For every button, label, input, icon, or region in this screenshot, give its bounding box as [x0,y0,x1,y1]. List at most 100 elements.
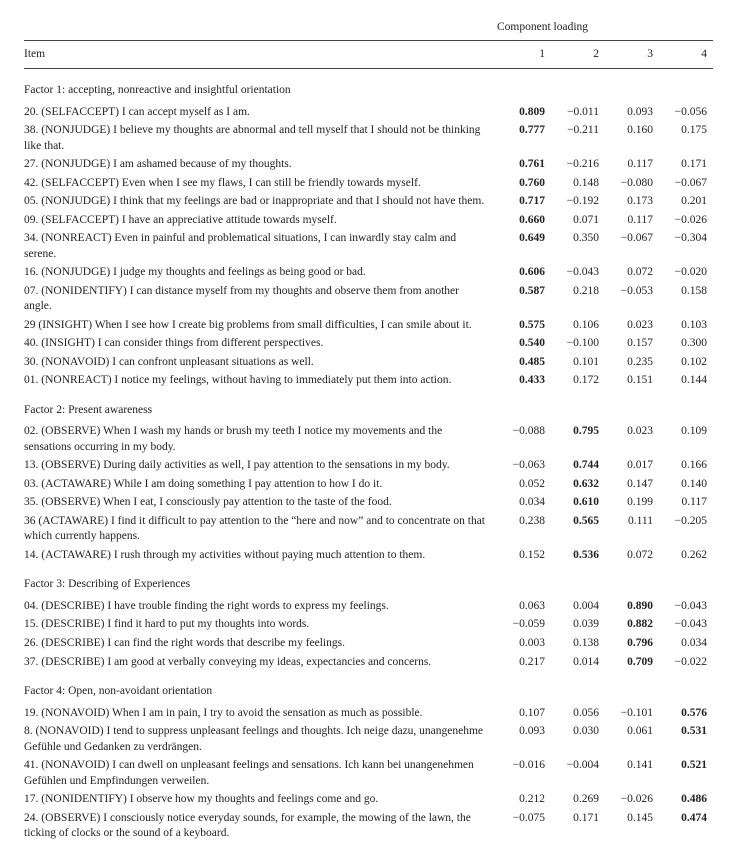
value-cell: 0.269 [551,792,605,808]
value-cell: 0.531 [659,724,713,740]
value-cell: 0.350 [551,231,605,247]
factor-title: Factor 1: accepting, nonreactive and ins… [24,83,713,99]
value-cell: 0.117 [605,157,659,173]
value-cell: 0.140 [659,477,713,493]
value-cell: 0.175 [659,123,713,139]
value-cell: −0.011 [551,105,605,121]
value-group: 0.5870.218−0.0530.158 [497,284,713,300]
value-cell: 0.171 [659,157,713,173]
value-cell: −0.043 [659,599,713,615]
factor-title: Factor 2: Present awareness [24,403,713,419]
table-row: 24. (OBSERVE) I consciously notice every… [24,811,713,842]
value-cell: 0.201 [659,194,713,210]
factor-title: Factor 3: Describing of Experiences [24,577,713,593]
table-row: 38. (NONJUDGE) I believe my thoughts are… [24,123,713,154]
value-cell: −0.059 [497,617,551,633]
table-row: 34. (NONREACT) Even in painful and probl… [24,231,713,262]
col-1-header: 1 [497,47,551,63]
value-group: 0.0930.0300.0610.531 [497,724,713,740]
value-cell: 0.117 [659,495,713,511]
table-row: 14. (ACTAWARE) I rush through my activit… [24,548,713,564]
value-group: −0.0590.0390.882−0.043 [497,617,713,633]
value-cell: −0.026 [659,213,713,229]
value-cell: 0.235 [605,355,659,371]
value-cell: 0.433 [497,373,551,389]
table-body: Factor 1: accepting, nonreactive and ins… [24,83,713,842]
value-cell: 0.199 [605,495,659,511]
component-loading-label: Component loading [497,20,713,36]
value-cell: 0.111 [605,514,659,530]
value-group: 0.0340.6100.1990.117 [497,495,713,511]
value-cell: 0.575 [497,318,551,334]
value-cell: 0.157 [605,336,659,352]
table-header-row: Item 1 2 3 4 [24,47,713,63]
value-cell: 0.890 [605,599,659,615]
value-cell: 0.151 [605,373,659,389]
table-row: 05. (NONJUDGE) I think that my feelings … [24,194,713,210]
value-cell: 0.610 [551,495,605,511]
value-cell: 0.145 [605,811,659,827]
value-cell: 0.212 [497,792,551,808]
item-text: 42. (SELFACCEPT) Even when I see my flaw… [24,176,497,192]
value-cell: 0.063 [497,599,551,615]
value-cell: 0.795 [551,424,605,440]
value-cell: −0.205 [659,514,713,530]
value-cell: 0.061 [605,724,659,740]
item-text: 14. (ACTAWARE) I rush through my activit… [24,548,497,564]
value-group: 0.6600.0710.117−0.026 [497,213,713,229]
table-row: 04. (DESCRIBE) I have trouble finding th… [24,599,713,615]
value-group: −0.0630.7440.0170.166 [497,458,713,474]
value-group: 0.809−0.0110.093−0.056 [497,105,713,121]
value-cell: 0.171 [551,811,605,827]
value-cell: −0.075 [497,811,551,827]
value-cell: −0.004 [551,758,605,774]
table-row: 40. (INSIGHT) I can consider things from… [24,336,713,352]
value-cell: 0.039 [551,617,605,633]
value-cell: 0.300 [659,336,713,352]
item-text: 09. (SELFACCEPT) I have an appreciative … [24,213,497,229]
value-group: 0.606−0.0430.072−0.020 [497,265,713,281]
value-cell: 0.017 [605,458,659,474]
value-cell: 0.107 [497,706,551,722]
value-group: 0.2120.269−0.0260.486 [497,792,713,808]
value-cell: 0.160 [605,123,659,139]
value-cell: 0.152 [497,548,551,564]
value-cell: −0.211 [551,123,605,139]
value-group: 0.761−0.2160.1170.171 [497,157,713,173]
value-cell: 0.023 [605,318,659,334]
item-text: 30. (NONAVOID) I can confront unpleasant… [24,355,497,371]
table-row: 36 (ACTAWARE) I find it difficult to pay… [24,514,713,545]
table-row: 03. (ACTAWARE) While I am doing somethin… [24,477,713,493]
item-text: 07. (NONIDENTIFY) I can distance myself … [24,284,497,315]
table-row: 8. (NONAVOID) I tend to suppress unpleas… [24,724,713,755]
table-row: 13. (OBSERVE) During daily activities as… [24,458,713,474]
value-cell: 0.023 [605,424,659,440]
value-cell: −0.192 [551,194,605,210]
value-cell: 0.744 [551,458,605,474]
value-cell: −0.043 [551,265,605,281]
value-cell: 0.809 [497,105,551,121]
value-cell: 0.072 [605,548,659,564]
table-row: 15. (DESCRIBE) I find it hard to put my … [24,617,713,633]
value-group: 0.717−0.1920.1730.201 [497,194,713,210]
table-row: 19. (NONAVOID) When I am in pain, I try … [24,706,713,722]
value-cell: 0.101 [551,355,605,371]
value-cell: 0.576 [659,706,713,722]
value-cell: 0.117 [605,213,659,229]
item-text: 8. (NONAVOID) I tend to suppress unpleas… [24,724,497,755]
table-row: 29 (INSIGHT) When I see how I create big… [24,318,713,334]
value-cell: 0.158 [659,284,713,300]
item-text: 35. (OBSERVE) When I eat, I consciously … [24,495,497,511]
value-cell: −0.026 [605,792,659,808]
value-cell: 0.536 [551,548,605,564]
table-row: 41. (NONAVOID) I can dwell on unpleasant… [24,758,713,789]
value-group: 0.4330.1720.1510.144 [497,373,713,389]
value-group: −0.0880.7950.0230.109 [497,424,713,440]
value-group: 0.0630.0040.890−0.043 [497,599,713,615]
item-text: 26. (DESCRIBE) I can find the right word… [24,636,497,652]
item-header: Item [24,47,497,63]
value-cell: 0.565 [551,514,605,530]
value-cell: 0.102 [659,355,713,371]
value-cell: 0.217 [497,655,551,671]
value-group: 0.540−0.1000.1570.300 [497,336,713,352]
